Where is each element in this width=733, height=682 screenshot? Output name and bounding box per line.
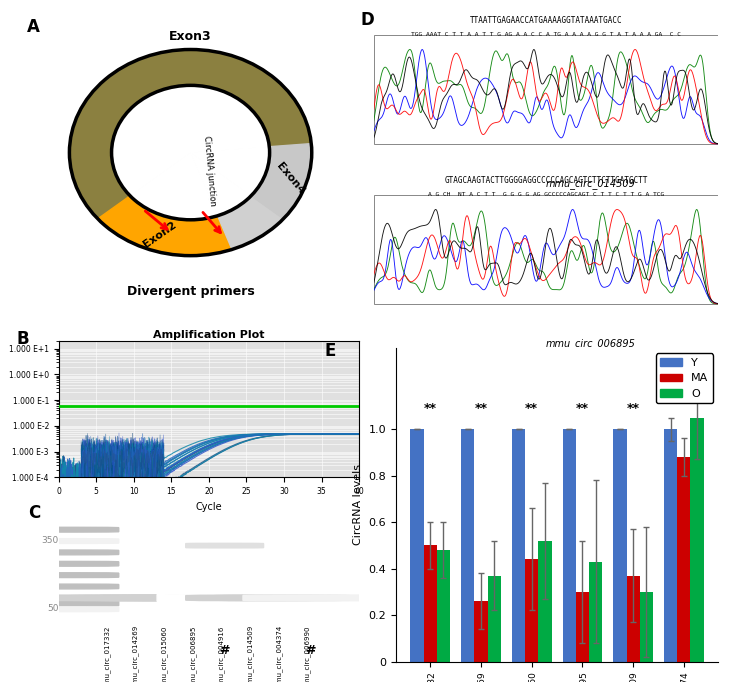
FancyBboxPatch shape: [18, 573, 119, 578]
FancyBboxPatch shape: [185, 595, 321, 601]
Bar: [487, 576, 501, 662]
Text: E: E: [325, 342, 336, 359]
Text: mmu_circ_014509: mmu_circ_014509: [246, 625, 254, 682]
FancyBboxPatch shape: [18, 550, 119, 555]
Bar: [424, 546, 437, 662]
FancyBboxPatch shape: [128, 595, 264, 601]
Bar: [614, 429, 627, 662]
Text: Exon4: Exon4: [275, 161, 307, 196]
Text: #: #: [305, 644, 316, 657]
Bar: [437, 550, 450, 662]
Title: Amplification Plot: Amplification Plot: [153, 330, 265, 340]
Wedge shape: [191, 153, 284, 250]
Text: #: #: [219, 644, 230, 657]
Bar: [677, 457, 690, 662]
Text: B: B: [17, 330, 29, 348]
Text: Divergent primers: Divergent primers: [127, 285, 254, 298]
X-axis label: Cycle: Cycle: [196, 502, 222, 512]
Text: **: **: [576, 402, 589, 415]
FancyBboxPatch shape: [18, 602, 119, 606]
Text: mmu_circ_015060: mmu_circ_015060: [161, 625, 167, 682]
Text: **: **: [424, 402, 437, 415]
Text: **: **: [627, 402, 640, 415]
Text: mmu_circ_014269: mmu_circ_014269: [132, 625, 139, 682]
FancyBboxPatch shape: [157, 594, 292, 602]
Legend: Y, MA, O: Y, MA, O: [655, 353, 712, 403]
FancyBboxPatch shape: [18, 584, 119, 589]
Text: Exon2: Exon2: [141, 220, 178, 250]
FancyBboxPatch shape: [18, 539, 119, 544]
FancyBboxPatch shape: [214, 595, 350, 601]
Text: mmu_circ_004916: mmu_circ_004916: [218, 625, 224, 682]
Text: **: **: [474, 402, 487, 415]
Text: mmu_circ_006895: mmu_circ_006895: [189, 625, 196, 682]
FancyBboxPatch shape: [71, 595, 206, 601]
Text: A: A: [27, 18, 40, 36]
Text: mmu_circ_006990: mmu_circ_006990: [303, 625, 311, 682]
Bar: [410, 429, 424, 662]
Bar: [525, 559, 538, 662]
FancyBboxPatch shape: [18, 527, 119, 532]
Bar: [461, 429, 474, 662]
Bar: [474, 601, 487, 662]
Text: **: **: [526, 402, 538, 415]
Wedge shape: [191, 144, 312, 219]
Wedge shape: [97, 153, 232, 256]
Bar: [690, 417, 704, 662]
Wedge shape: [130, 153, 218, 220]
Wedge shape: [191, 147, 270, 196]
FancyBboxPatch shape: [18, 561, 119, 566]
Bar: [627, 576, 640, 662]
FancyBboxPatch shape: [18, 595, 119, 600]
Y-axis label: CircRNA levels: CircRNA levels: [353, 464, 363, 545]
Bar: [589, 561, 603, 662]
FancyBboxPatch shape: [185, 544, 264, 548]
Text: mmu_circ_017332: mmu_circ_017332: [103, 625, 110, 682]
Bar: [664, 429, 677, 662]
Text: D: D: [360, 10, 374, 29]
Y-axis label: ΔRn: ΔRn: [0, 400, 3, 419]
FancyBboxPatch shape: [100, 595, 235, 601]
FancyBboxPatch shape: [43, 595, 177, 601]
Wedge shape: [111, 85, 269, 196]
Text: C: C: [29, 504, 41, 522]
Bar: [640, 592, 653, 662]
Wedge shape: [191, 153, 251, 216]
Bar: [512, 429, 525, 662]
Wedge shape: [70, 50, 312, 219]
FancyBboxPatch shape: [243, 595, 378, 601]
Bar: [576, 592, 589, 662]
Bar: [538, 541, 551, 662]
Text: mmu_circ_004374: mmu_circ_004374: [275, 625, 282, 682]
Text: CircRNA junction: CircRNA junction: [202, 135, 217, 206]
FancyBboxPatch shape: [18, 607, 119, 612]
Text: 50: 50: [47, 604, 59, 613]
Text: Exon3: Exon3: [169, 29, 212, 42]
Bar: [563, 429, 576, 662]
Text: 350: 350: [41, 536, 59, 545]
